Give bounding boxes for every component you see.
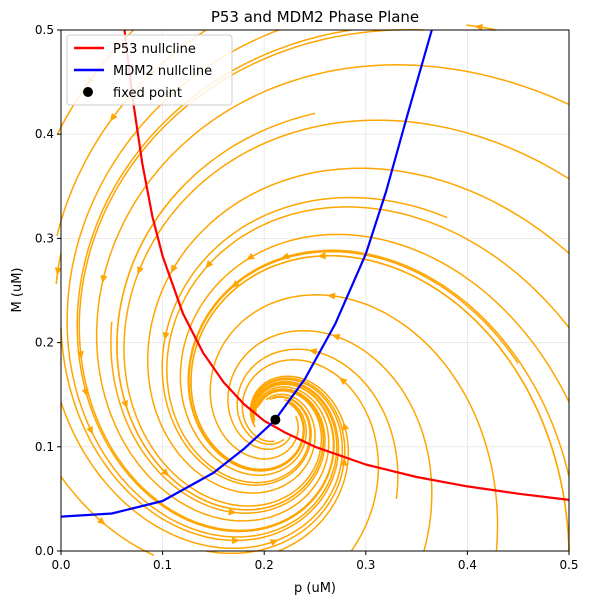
streamline-arrow-17 (170, 264, 178, 274)
plot-frame (60, 29, 570, 552)
streamline-arrow-12 (232, 537, 241, 545)
legend-box (66, 34, 233, 106)
streamline-arrow-31 (317, 252, 326, 260)
streamline-arrow-16 (54, 267, 62, 276)
streamline-arrow-9 (246, 252, 255, 261)
x-tick-label-4: 0.4 (458, 558, 477, 572)
y-tick-label-0: 0.0 (35, 544, 54, 558)
x-axis-label: p (uM) (294, 581, 336, 596)
x-tick-label-5: 0.5 (559, 558, 578, 572)
fixed-point-marker (270, 414, 281, 425)
axis-ticks: 0.0 0.1 0.2 0.3 0.4 0.5 0.0 0.1 0.2 0.3 0.4 0.5 (35, 23, 579, 572)
streamline-arrow-26 (474, 23, 483, 31)
streamline-arrow-8 (269, 539, 279, 546)
x-tick-label-3: 0.3 (356, 558, 375, 572)
streamline-arrow-36 (231, 280, 240, 289)
streamline-arrow-34 (308, 348, 318, 356)
series-line-0 (123, 29, 570, 501)
streamline-arrow-4 (97, 516, 106, 525)
x-tick-label-1: 0.1 (153, 558, 172, 572)
streamline-arrow-27 (327, 292, 336, 300)
streamline-arrow-15 (342, 422, 350, 431)
streamline-arrow-11 (340, 457, 348, 466)
streamline-arrow-10 (109, 113, 118, 122)
series-lines (60, 29, 570, 518)
y-axis-label: M (uM) (10, 268, 25, 313)
legend-label-fixed-point: fixed point (113, 86, 182, 101)
fixed-points (270, 414, 281, 425)
legend-label-p53: P53 nullcline (113, 42, 196, 57)
y-tick-label-1: 0.1 (35, 440, 54, 454)
series-line-1 (60, 29, 433, 518)
streamline-arrow-33 (162, 331, 170, 341)
streamline-arrow-13 (205, 260, 214, 269)
streamline-arrow-25 (100, 274, 108, 284)
legend-marker-fixed-point (83, 87, 93, 97)
streamline-arrow-19 (339, 377, 348, 386)
legend-label-mdm2: MDM2 nullcline (113, 64, 212, 79)
chart-title: P53 and MDM2 Phase Plane (211, 8, 419, 26)
streamline-arrow-22 (76, 350, 84, 360)
x-tick-label-0: 0.0 (51, 558, 70, 572)
y-tick-label-4: 0.4 (35, 127, 54, 141)
streamline-arrow-35 (228, 508, 237, 516)
streamline-arrow-37 (121, 400, 128, 409)
y-tick-label-3: 0.3 (35, 231, 54, 245)
streamline-arrow-23 (331, 333, 341, 341)
streamline-arrow-21 (137, 266, 144, 275)
y-tick-label-5: 0.5 (35, 23, 54, 37)
x-tick-label-2: 0.2 (255, 558, 274, 572)
legend: P53 nullcline MDM2 nullcline fixed point (66, 34, 233, 106)
streamline-arrow-14 (86, 425, 94, 435)
y-tick-label-2: 0.2 (35, 336, 54, 350)
